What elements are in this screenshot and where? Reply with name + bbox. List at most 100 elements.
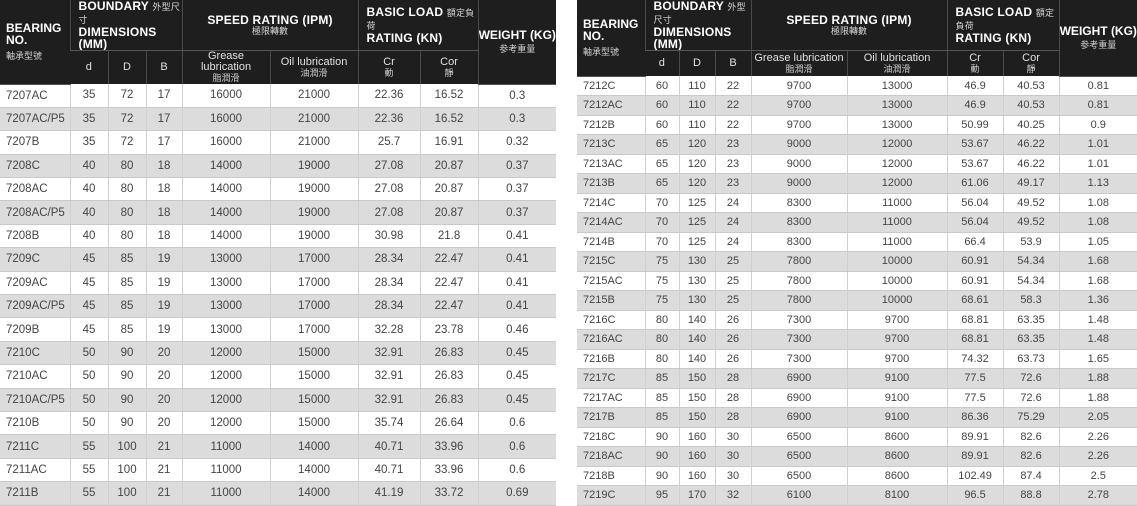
load-cor-cell: 40.25 (1002, 115, 1060, 135)
outer-D-cell: 110 (678, 95, 715, 116)
grease-speed-cell: 14000 (181, 177, 271, 202)
width-B-cell: 19 (145, 247, 183, 272)
grease-speed-cell: 6500 (750, 427, 848, 447)
weight-cell: 2.26 (1058, 427, 1137, 447)
grease-speed-cell: 6500 (750, 466, 848, 486)
load-cr-cell: 40.71 (357, 434, 421, 459)
bearing-no-cell: 7210AC/P5 (0, 388, 70, 412)
grease-speed-cell: 6900 (750, 407, 848, 428)
load-cr-cell: 35.74 (357, 411, 421, 436)
bore-d-cell: 75 (644, 271, 679, 291)
outer-D-cell: 130 (678, 271, 715, 291)
grease-speed-cell: 16000 (181, 84, 271, 108)
outer-D-cell: 150 (678, 368, 715, 389)
load-cor-cell: 20.87 (419, 154, 479, 179)
load-cr-cell: 41.19 (357, 481, 421, 506)
grease-speed-cell: 8300 (750, 193, 848, 213)
oil-speed-cell: 10000 (846, 271, 948, 291)
oil-speed-cell: 9700 (846, 329, 948, 350)
table-row: 7209C 45 85 19 13000 17000 28.34 22.47 0.41 (0, 247, 557, 272)
cr-header: Cr 動 (946, 50, 1004, 76)
grease-speed-cell: 7800 (750, 271, 848, 291)
outer-D-cell: 160 (678, 446, 715, 467)
width-B-cell: 20 (145, 388, 183, 412)
weight-cell: 0.32 (477, 130, 557, 155)
width-B-cell: 24 (714, 212, 752, 233)
table-row: 7209B 45 85 19 13000 17000 32.28 23.78 0.46 (0, 317, 557, 342)
oil-speed-cell: 11000 (846, 193, 948, 213)
width-B-cell: 18 (145, 200, 183, 225)
weight-cell: 0.81 (1058, 76, 1137, 96)
load-cr-cell: 30.98 (357, 224, 421, 249)
grease-lubrication-header: Grease lubrication 脂潤滑 (750, 50, 848, 76)
load-cr-cell: 32.91 (357, 364, 421, 389)
bearing-no-cell: 7213C (577, 134, 645, 155)
oil-speed-cell: 21000 (269, 130, 359, 155)
load-cr-cell: 32.91 (357, 341, 421, 366)
oil-speed-cell: 8600 (846, 446, 948, 467)
width-B-cell: 20 (145, 364, 183, 389)
outer-D-cell: 80 (107, 177, 146, 202)
grease-speed-cell: 6900 (750, 388, 848, 408)
outer-D-cell: 80 (107, 200, 146, 225)
load-cr-cell: 27.08 (357, 200, 421, 225)
load-cr-cell: 32.91 (357, 388, 421, 412)
grease-speed-cell: 12000 (181, 388, 271, 412)
table-row: 7212B 60 110 22 9700 13000 50.99 40.25 0.9 (577, 115, 1137, 135)
load-cr-cell: 96.5 (946, 485, 1004, 506)
load-cor-cell: 54.34 (1002, 251, 1060, 272)
outer-D-cell: 120 (678, 134, 715, 155)
load-cor-cell: 33.96 (419, 434, 479, 459)
width-B-cell: 26 (714, 349, 752, 369)
bore-d-cell: 45 (69, 317, 108, 342)
grease-speed-cell: 12000 (181, 411, 271, 436)
load-cor-cell: 49.52 (1002, 193, 1060, 213)
weight-cell: 0.81 (1058, 95, 1137, 116)
outer-D-cell: 140 (678, 349, 715, 369)
oil-speed-cell: 9100 (846, 407, 948, 428)
width-B-cell: 20 (145, 341, 183, 366)
outer-D-cell: 120 (678, 154, 715, 174)
outer-D-cell: 160 (678, 427, 715, 447)
bearing-no-cell: 7212B (577, 115, 645, 135)
bearing-no-cell: 7207AC/P5 (0, 107, 70, 132)
oil-speed-cell: 8600 (846, 427, 948, 447)
oil-speed-cell: 19000 (269, 224, 359, 249)
outer-D-cell: 110 (678, 76, 715, 96)
load-cor-cell: 40.53 (1002, 76, 1060, 96)
width-B-cell: 19 (145, 317, 183, 342)
grease-speed-cell: 7800 (750, 290, 848, 311)
bore-d-cell: 35 (69, 84, 108, 108)
col-B-header: B (145, 50, 183, 84)
load-cor-cell: 22.47 (419, 294, 479, 319)
width-B-cell: 30 (714, 466, 752, 486)
load-cr-cell: 28.34 (357, 294, 421, 319)
weight-cell: 1.68 (1058, 251, 1137, 272)
oil-speed-cell: 17000 (269, 271, 359, 296)
grease-speed-cell: 11000 (181, 481, 271, 506)
col-B-header: B (714, 50, 752, 76)
table-row: 7207AC/P5 35 72 17 16000 21000 22.36 16.52 0.3 (0, 107, 557, 132)
oil-lubrication-header: Oil lubrication 油潤滑 (269, 50, 359, 84)
bearing-no-cell: 7211C (0, 434, 70, 459)
weight-header: WEIGHT (KG) 参考重量 (1058, 0, 1137, 77)
bearing-no-cell: 7216AC (577, 329, 645, 350)
outer-D-cell: 80 (107, 224, 146, 249)
table-row: 7214C 70 125 24 8300 11000 56.04 49.52 1.08 (577, 193, 1137, 213)
table-row: 7218C 90 160 30 6500 8600 89.91 82.6 2.26 (577, 427, 1137, 447)
load-cor-cell: 88.8 (1002, 485, 1060, 506)
oil-speed-cell: 19000 (269, 177, 359, 202)
load-cor-cell: 72.6 (1002, 368, 1060, 389)
cor-header: Cor 靜 (1002, 50, 1060, 76)
grease-speed-cell: 9700 (750, 76, 848, 96)
table-row: 7214B 70 125 24 8300 11000 66.4 53.9 1.05 (577, 232, 1137, 252)
bore-d-cell: 70 (644, 193, 679, 213)
width-B-cell: 23 (714, 173, 752, 194)
bearing-no-cell: 7214C (577, 193, 645, 213)
table-row: 7216C 80 140 26 7300 9700 68.81 63.35 1.48 (577, 310, 1137, 330)
grease-speed-cell: 9700 (750, 115, 848, 135)
oil-lubrication-header: Oil lubrication 油潤滑 (846, 50, 948, 76)
grease-speed-cell: 9000 (750, 173, 848, 194)
load-cor-cell: 22.47 (419, 271, 479, 296)
width-B-cell: 23 (714, 154, 752, 174)
